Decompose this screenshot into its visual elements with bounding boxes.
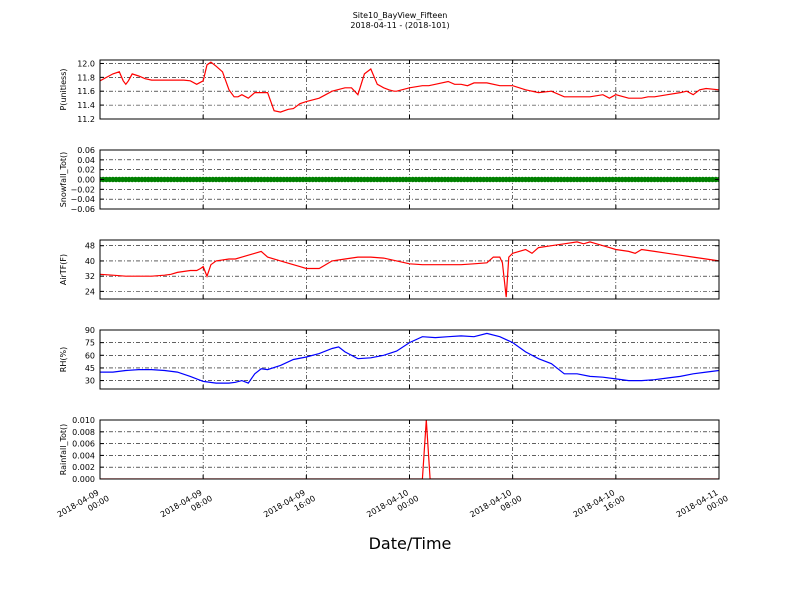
chart-title: Site10_BayView_Fifteen (352, 11, 448, 20)
y-tick-label: 11.4 (77, 101, 95, 110)
y-axis-label: AirTF(F) (59, 254, 68, 285)
y-tick-label: 11.2 (77, 115, 95, 124)
panel-5: 0.000 0.002 0.004 0.006 0.008 0.010 Rainfall_T… (59, 416, 720, 484)
y-tick-label: −0.02 (70, 185, 95, 194)
y-tick-label: −0.04 (70, 195, 95, 204)
y-tick-label: 45 (85, 364, 95, 373)
y-tick-label: 0.06 (77, 146, 95, 155)
series-markers (100, 176, 719, 183)
y-tick-label: 0.004 (72, 451, 95, 460)
y-axis-label: RH(%) (59, 347, 68, 372)
y-tick-label: 0.010 (72, 416, 95, 425)
y-tick-label: 30 (85, 377, 95, 386)
y-tick-label: 0.00 (77, 176, 95, 185)
y-tick-label: −0.06 (70, 205, 95, 214)
series-line (100, 332, 719, 384)
y-tick-label: 75 (85, 339, 95, 348)
y-axis-label: Snowfall_Tot() (59, 152, 68, 208)
y-tick-label: 60 (85, 351, 95, 360)
y-tick-label: 0.002 (72, 463, 95, 472)
series-line (100, 241, 719, 298)
y-tick-label: 90 (85, 326, 95, 335)
panels: 11.211.411.611.812.0P(unitless)−0.06−0.0… (59, 59, 720, 484)
y-tick-label: 0.02 (77, 166, 95, 175)
series-line (100, 61, 719, 113)
y-tick-label: 40 (85, 257, 95, 266)
y-tick-label: 12.0 (77, 59, 95, 68)
y-tick-label: 48 (85, 242, 95, 251)
y-axis-label: P(unitless) (59, 68, 68, 110)
panel-4: 30 45 60 75 90 RH(%) (59, 326, 720, 390)
y-tick-label: 11.8 (77, 73, 95, 82)
y-axis-label: Rainfall_Tot() (59, 424, 68, 476)
y-tick-label: 11.6 (77, 87, 95, 96)
x-axis-label: Date/Time (368, 534, 452, 553)
y-tick-label: 0.04 (77, 156, 95, 165)
panel-1: 11.2 11.4 11.6 11.8 12.0 P(unitless) (59, 59, 720, 124)
y-tick-label: 32 (85, 272, 95, 281)
panel-2: −0.06−0.04−0.020.000.020.040.06 Snowfall_… (59, 146, 720, 214)
y-tick-label: 24 (85, 287, 95, 296)
chart-subtitle: 2018-04-11 - (2018-101) (350, 21, 450, 30)
panel-3: 24 32 40 48 AirTF(F) (59, 239, 720, 300)
y-tick-label: 0.008 (72, 428, 95, 437)
y-tick-label: 0.000 (72, 475, 95, 484)
y-tick-label: 0.006 (72, 440, 95, 449)
